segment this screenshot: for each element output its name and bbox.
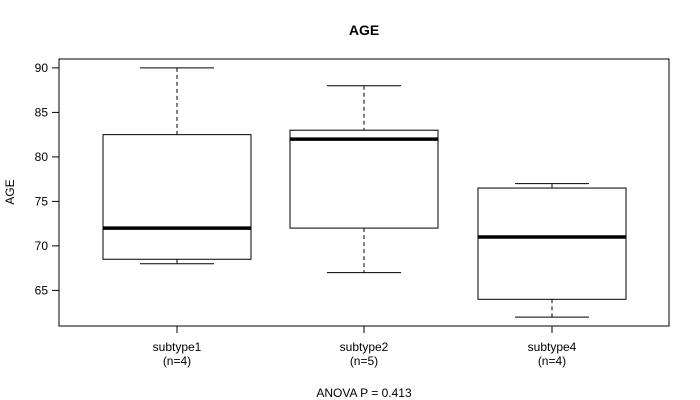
y-tick-label: 90 <box>35 61 49 75</box>
category-count: (n=5) <box>350 354 378 368</box>
chart-title: AGE <box>349 22 379 38</box>
anova-footer: ANOVA P = 0.413 <box>316 386 412 400</box>
category-count: (n=4) <box>538 354 566 368</box>
y-axis-label: AGE <box>3 179 17 204</box>
iqr-box <box>477 187 627 300</box>
category-label: subtype2 <box>340 340 389 354</box>
x-labels: subtype1(n=4)subtype2(n=5)subtype4(n=4) <box>153 326 577 368</box>
y-tick-label: 80 <box>35 150 49 164</box>
box-subtype2 <box>289 85 439 274</box>
boxes <box>102 67 627 318</box>
y-axis: 65 70 75 80 85 90 <box>35 61 59 297</box>
iqr-box <box>289 129 439 229</box>
box-subtype1 <box>102 67 252 265</box>
y-tick-label: 70 <box>35 239 49 253</box>
iqr-box <box>102 134 252 260</box>
y-tick-label: 65 <box>35 283 49 297</box>
category-count: (n=4) <box>163 354 191 368</box>
y-tick-label: 85 <box>35 105 49 119</box>
box-subtype4 <box>477 183 627 318</box>
y-tick-label: 75 <box>35 194 49 208</box>
category-label: subtype4 <box>528 340 577 354</box>
category-label: subtype1 <box>153 340 202 354</box>
